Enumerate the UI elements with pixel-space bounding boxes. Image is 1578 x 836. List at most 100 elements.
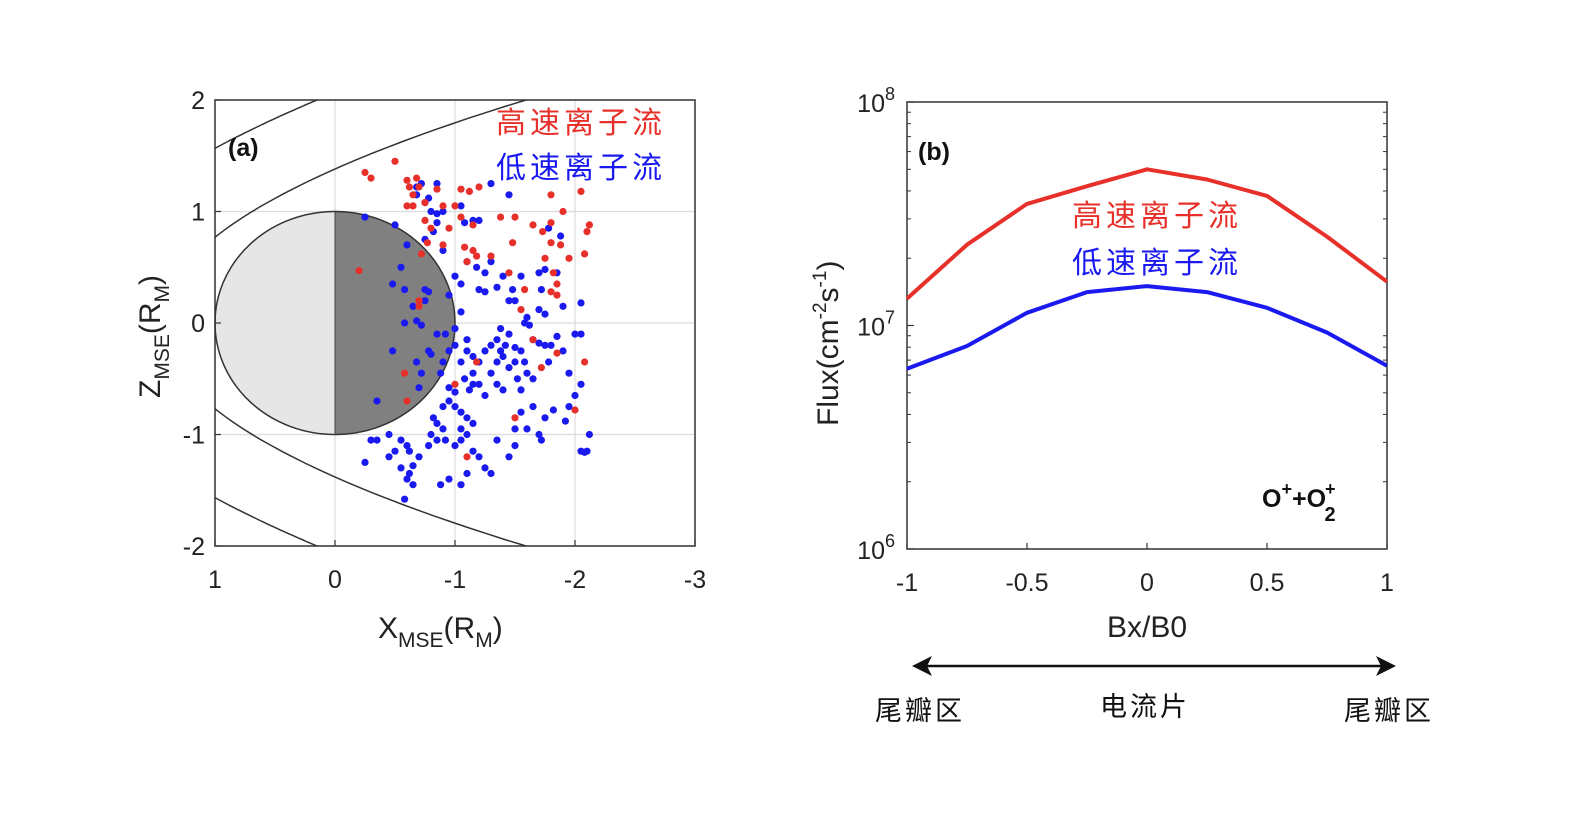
- planet-disk: [214, 210, 456, 436]
- slow-flow-point: [521, 358, 529, 366]
- xlabel-unit-sub: M: [475, 629, 493, 652]
- slow-flow-point: [429, 414, 437, 422]
- slow-flow-point: [445, 475, 453, 483]
- slow-flow-point: [505, 364, 513, 372]
- fast-flow-point: [577, 187, 585, 195]
- ylabel-main: Z: [134, 380, 167, 398]
- slow-flow-point: [415, 453, 423, 461]
- slow-flow-point: [481, 391, 489, 400]
- slow-flow-point: [577, 299, 585, 307]
- slow-flow-point: [457, 280, 465, 288]
- fast-flow-point: [585, 221, 594, 229]
- slow-flow-point: [451, 341, 459, 349]
- panel-a-ticks: 1 0 -1 -2 -3 2 1 0 -1 -2: [183, 87, 706, 594]
- fast-flow-point: [367, 174, 375, 182]
- slow-flow-point: [361, 213, 369, 221]
- x-tick-label: 0: [328, 566, 342, 594]
- slow-flow-point: [403, 442, 411, 450]
- x-tick-label: -1: [444, 566, 466, 594]
- slow-flow-point: [397, 464, 405, 472]
- fast-flow-point: [475, 183, 483, 191]
- current-sheet-label: 电流片: [1100, 692, 1190, 723]
- slow-flow-point: [413, 317, 421, 325]
- slow-flow-point: [461, 219, 469, 227]
- slow-flow-point: [523, 425, 531, 433]
- magnetopause-curve: [215, 100, 529, 546]
- slow-flow-point: [463, 336, 471, 344]
- slow-flow-point: [547, 341, 555, 349]
- slow-flow-point: [421, 297, 429, 305]
- region-annotation: 尾瓣区 电流片 尾瓣区: [875, 656, 1431, 727]
- slow-flow-point: [439, 207, 447, 216]
- slow-flow-point: [451, 325, 459, 333]
- fast-flow-point: [549, 269, 558, 277]
- x-tick-label: 1: [208, 566, 222, 594]
- slow-flow-point: [585, 430, 594, 439]
- slow-flow-point: [413, 358, 421, 366]
- fast-flow-point: [553, 291, 561, 299]
- slow-flow-point: [417, 321, 425, 329]
- slow-flow-point: [481, 464, 489, 472]
- lobe-region-left-label: 尾瓣区: [875, 696, 965, 727]
- slow-flow-point: [481, 288, 489, 296]
- slow-flow-point: [487, 258, 495, 266]
- fast-flow-point: [539, 228, 547, 236]
- y-tick-label: 106: [857, 531, 895, 565]
- slow-flow-point: [499, 352, 507, 361]
- slow-flow-point: [441, 436, 449, 444]
- slow-flow-point: [505, 191, 513, 199]
- slow-flow-point: [577, 330, 585, 338]
- fast-flow-point: [403, 202, 411, 210]
- slow-flow-point: [439, 246, 447, 255]
- fast-flow-point: [439, 202, 447, 210]
- slow-flow-point: [361, 458, 369, 466]
- y-tick-exponent: 7: [885, 308, 895, 328]
- x-tick-label: -3: [684, 566, 706, 594]
- fast-flow-point: [457, 213, 465, 221]
- xlabel-sub: MSE: [398, 629, 444, 652]
- slow-flow-point: [397, 436, 405, 444]
- fast-flow-point: [521, 286, 529, 294]
- fast-flow-point: [487, 252, 495, 260]
- fast-flow-point: [547, 191, 555, 199]
- y-tick-exponent: 6: [885, 531, 895, 551]
- fast-flow-point: [581, 358, 589, 366]
- slow-flow-point: [541, 341, 549, 349]
- slow-flow-point: [493, 380, 501, 388]
- y-tick-label: 107: [857, 308, 895, 342]
- bow-shock-curve-bottom: [215, 496, 320, 546]
- panel-b-xlabel: Bx/B0: [1107, 611, 1187, 644]
- slow-flow-point: [475, 380, 483, 388]
- panel-a-xlabel: XMSE(RM): [378, 612, 503, 652]
- slow-flow-point: [457, 408, 465, 416]
- scatter-points: [355, 157, 594, 503]
- slow-flow-point: [437, 481, 445, 489]
- slow-flow-point: [463, 347, 471, 355]
- slow-flow-point: [511, 425, 519, 433]
- slow-flow-point: [549, 406, 558, 414]
- slow-flow-point: [529, 403, 537, 411]
- slow-flow-point: [445, 397, 453, 405]
- slow-flow-point: [523, 313, 531, 321]
- slow-flow-point: [427, 350, 435, 358]
- slow-flow-point: [561, 417, 570, 425]
- slow-flow-point: [373, 397, 381, 405]
- boundary-curves: [215, 100, 529, 546]
- fast-flow-point: [413, 174, 421, 182]
- slow-flow-point: [511, 442, 519, 450]
- slow-flow-point: [417, 369, 425, 377]
- panel-b-label: (b): [918, 138, 950, 166]
- fast-flow-point: [581, 250, 589, 258]
- slow-flow-point: [433, 330, 441, 338]
- fast-flow-point: [559, 207, 567, 216]
- fast-flow-point: [457, 185, 465, 193]
- slow-flow-point: [391, 221, 399, 229]
- arrow-right-head-icon: [1376, 656, 1396, 676]
- arrow-left-head-icon: [912, 656, 932, 676]
- slow-flow-point: [525, 321, 534, 329]
- slow-flow-point: [469, 419, 477, 427]
- slow-flow-point: [425, 288, 433, 296]
- y-tick-base: 10: [857, 314, 885, 342]
- legend-b-fast: 高速离子流: [1072, 199, 1242, 234]
